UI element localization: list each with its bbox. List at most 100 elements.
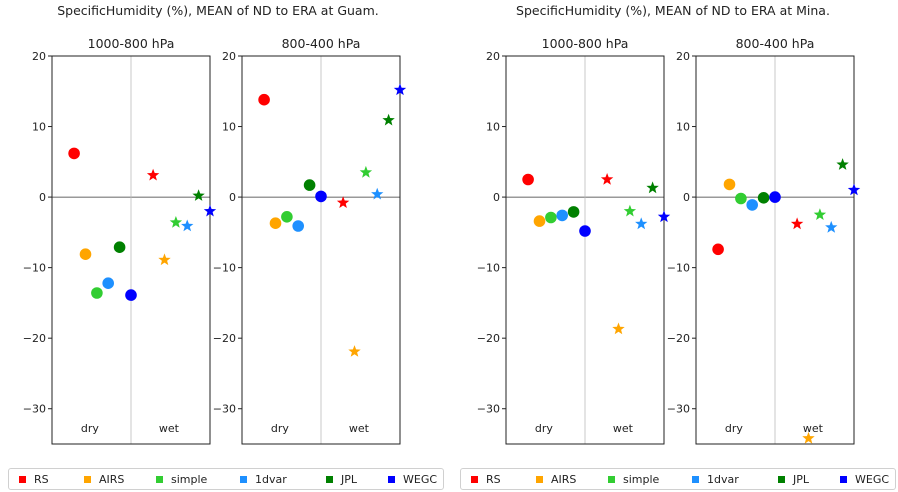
y-tick-label: 0 (683, 191, 690, 204)
legend-label: WEGC (855, 472, 890, 486)
y-tick-label: −30 (667, 403, 690, 416)
y-tick-label: −20 (23, 332, 46, 345)
point-dry-1dvar (746, 199, 758, 211)
legend-item-JPL: JPL (326, 469, 357, 489)
chart-title: SpecificHumidity (%), MEAN of ND to ERA … (516, 3, 830, 18)
panel-frame (241, 55, 401, 445)
legend-swatch (388, 475, 395, 483)
point-wet-JPL (382, 113, 395, 126)
y-tick-label: −20 (667, 332, 690, 345)
y-tick-label: 20 (486, 50, 500, 63)
point-wet-WEGC (657, 210, 671, 223)
legend-swatch (536, 475, 543, 483)
point-dry-1dvar (102, 277, 114, 290)
legend-swatch (240, 475, 247, 483)
point-wet-1dvar (635, 217, 648, 230)
chart-title: SpecificHumidity (%), MEAN of ND to ERA … (57, 3, 378, 18)
point-dry-1dvar (556, 209, 568, 222)
legend-item-RS: RS (19, 469, 49, 489)
group-label-wet: wet (159, 422, 180, 435)
legend-swatch (608, 475, 615, 483)
panel-subtitle: 800-400 hPa (282, 36, 361, 51)
point-dry-RS (712, 243, 724, 256)
legend-label: RS (486, 472, 501, 486)
panel-subtitle: 800-400 hPa (736, 36, 815, 51)
y-tick-label: −10 (667, 262, 690, 275)
y-tick-label: 0 (39, 191, 46, 204)
legend-swatch (326, 475, 333, 483)
point-wet-AIRS (802, 431, 815, 444)
y-tick-label: 10 (32, 121, 46, 134)
point-wet-simple (623, 204, 637, 217)
point-dry-RS (68, 147, 80, 160)
point-dry-AIRS (269, 217, 282, 229)
group-label-wet: wet (803, 422, 824, 435)
legend-label: JPL (793, 472, 810, 486)
group-label-dry: dry (535, 422, 554, 435)
point-wet-RS (336, 196, 350, 208)
point-wet-simple (169, 216, 183, 228)
point-wet-AIRS (158, 253, 171, 266)
legend-swatch (778, 475, 785, 483)
y-tick-label: −30 (23, 403, 46, 416)
y-tick-label: −10 (477, 262, 500, 275)
point-dry-WEGC (125, 289, 137, 301)
group-label-dry: dry (271, 422, 290, 435)
group-label-dry: dry (81, 422, 100, 435)
y-tick-label: −20 (213, 332, 236, 345)
legend-item-WEGC: WEGC (388, 469, 437, 489)
legend-label: JPL (341, 472, 358, 486)
y-tick-label: 10 (222, 121, 236, 134)
legend-guam: RS AIRS simple 1dvar JPL WEGC (8, 468, 444, 490)
legend-item-simple: simple (608, 469, 659, 489)
point-wet-simple (359, 165, 373, 178)
legend-label: RS (34, 472, 49, 486)
legend-swatch (84, 475, 91, 483)
y-tick-label: −20 (477, 332, 500, 345)
legend-swatch (840, 475, 847, 483)
y-tick-label: 20 (32, 50, 46, 63)
y-tick-label: 10 (486, 121, 500, 134)
point-dry-simple (281, 211, 293, 223)
legend-label: 1dvar (707, 472, 739, 486)
y-tick-label: 20 (222, 50, 236, 63)
y-tick-label: 20 (676, 50, 690, 63)
point-dry-WEGC (315, 190, 327, 203)
point-dry-AIRS (723, 178, 736, 191)
legend-label: WEGC (403, 472, 438, 486)
point-dry-AIRS (533, 215, 546, 227)
point-wet-1dvar (181, 219, 194, 232)
y-tick-label: −30 (477, 403, 500, 416)
legend-item-simple: simple (156, 469, 207, 489)
point-dry-AIRS (79, 248, 92, 260)
point-wet-AIRS (612, 322, 625, 335)
legend-item-AIRS: AIRS (84, 469, 124, 489)
point-wet-1dvar (825, 220, 838, 233)
point-wet-JPL (836, 158, 849, 170)
legend-label: AIRS (99, 472, 125, 486)
panel-frame (695, 55, 855, 445)
point-dry-JPL (113, 241, 126, 253)
panel-frame (51, 55, 211, 445)
group-label-wet: wet (613, 422, 634, 435)
y-tick-label: −30 (213, 403, 236, 416)
y-tick-label: −10 (23, 262, 46, 275)
point-wet-WEGC (203, 204, 217, 217)
panel-subtitle: 1000-800 hPa (542, 36, 629, 51)
legend-label: simple (171, 472, 208, 486)
legend-item-1dvar: 1dvar (692, 469, 739, 489)
y-tick-label: 0 (229, 191, 236, 204)
legend-label: 1dvar (255, 472, 287, 486)
y-tick-label: 10 (676, 121, 690, 134)
point-dry-simple (735, 192, 747, 205)
legend-mina: RS AIRS simple 1dvar JPL WEGC (460, 468, 896, 490)
point-dry-RS (258, 93, 270, 106)
legend-item-RS: RS (471, 469, 501, 489)
point-wet-JPL (646, 181, 659, 194)
legend-swatch (692, 475, 699, 483)
legend-item-AIRS: AIRS (536, 469, 576, 489)
point-dry-simple (91, 287, 103, 299)
point-dry-JPL (757, 192, 770, 204)
point-dry-WEGC (579, 225, 591, 237)
